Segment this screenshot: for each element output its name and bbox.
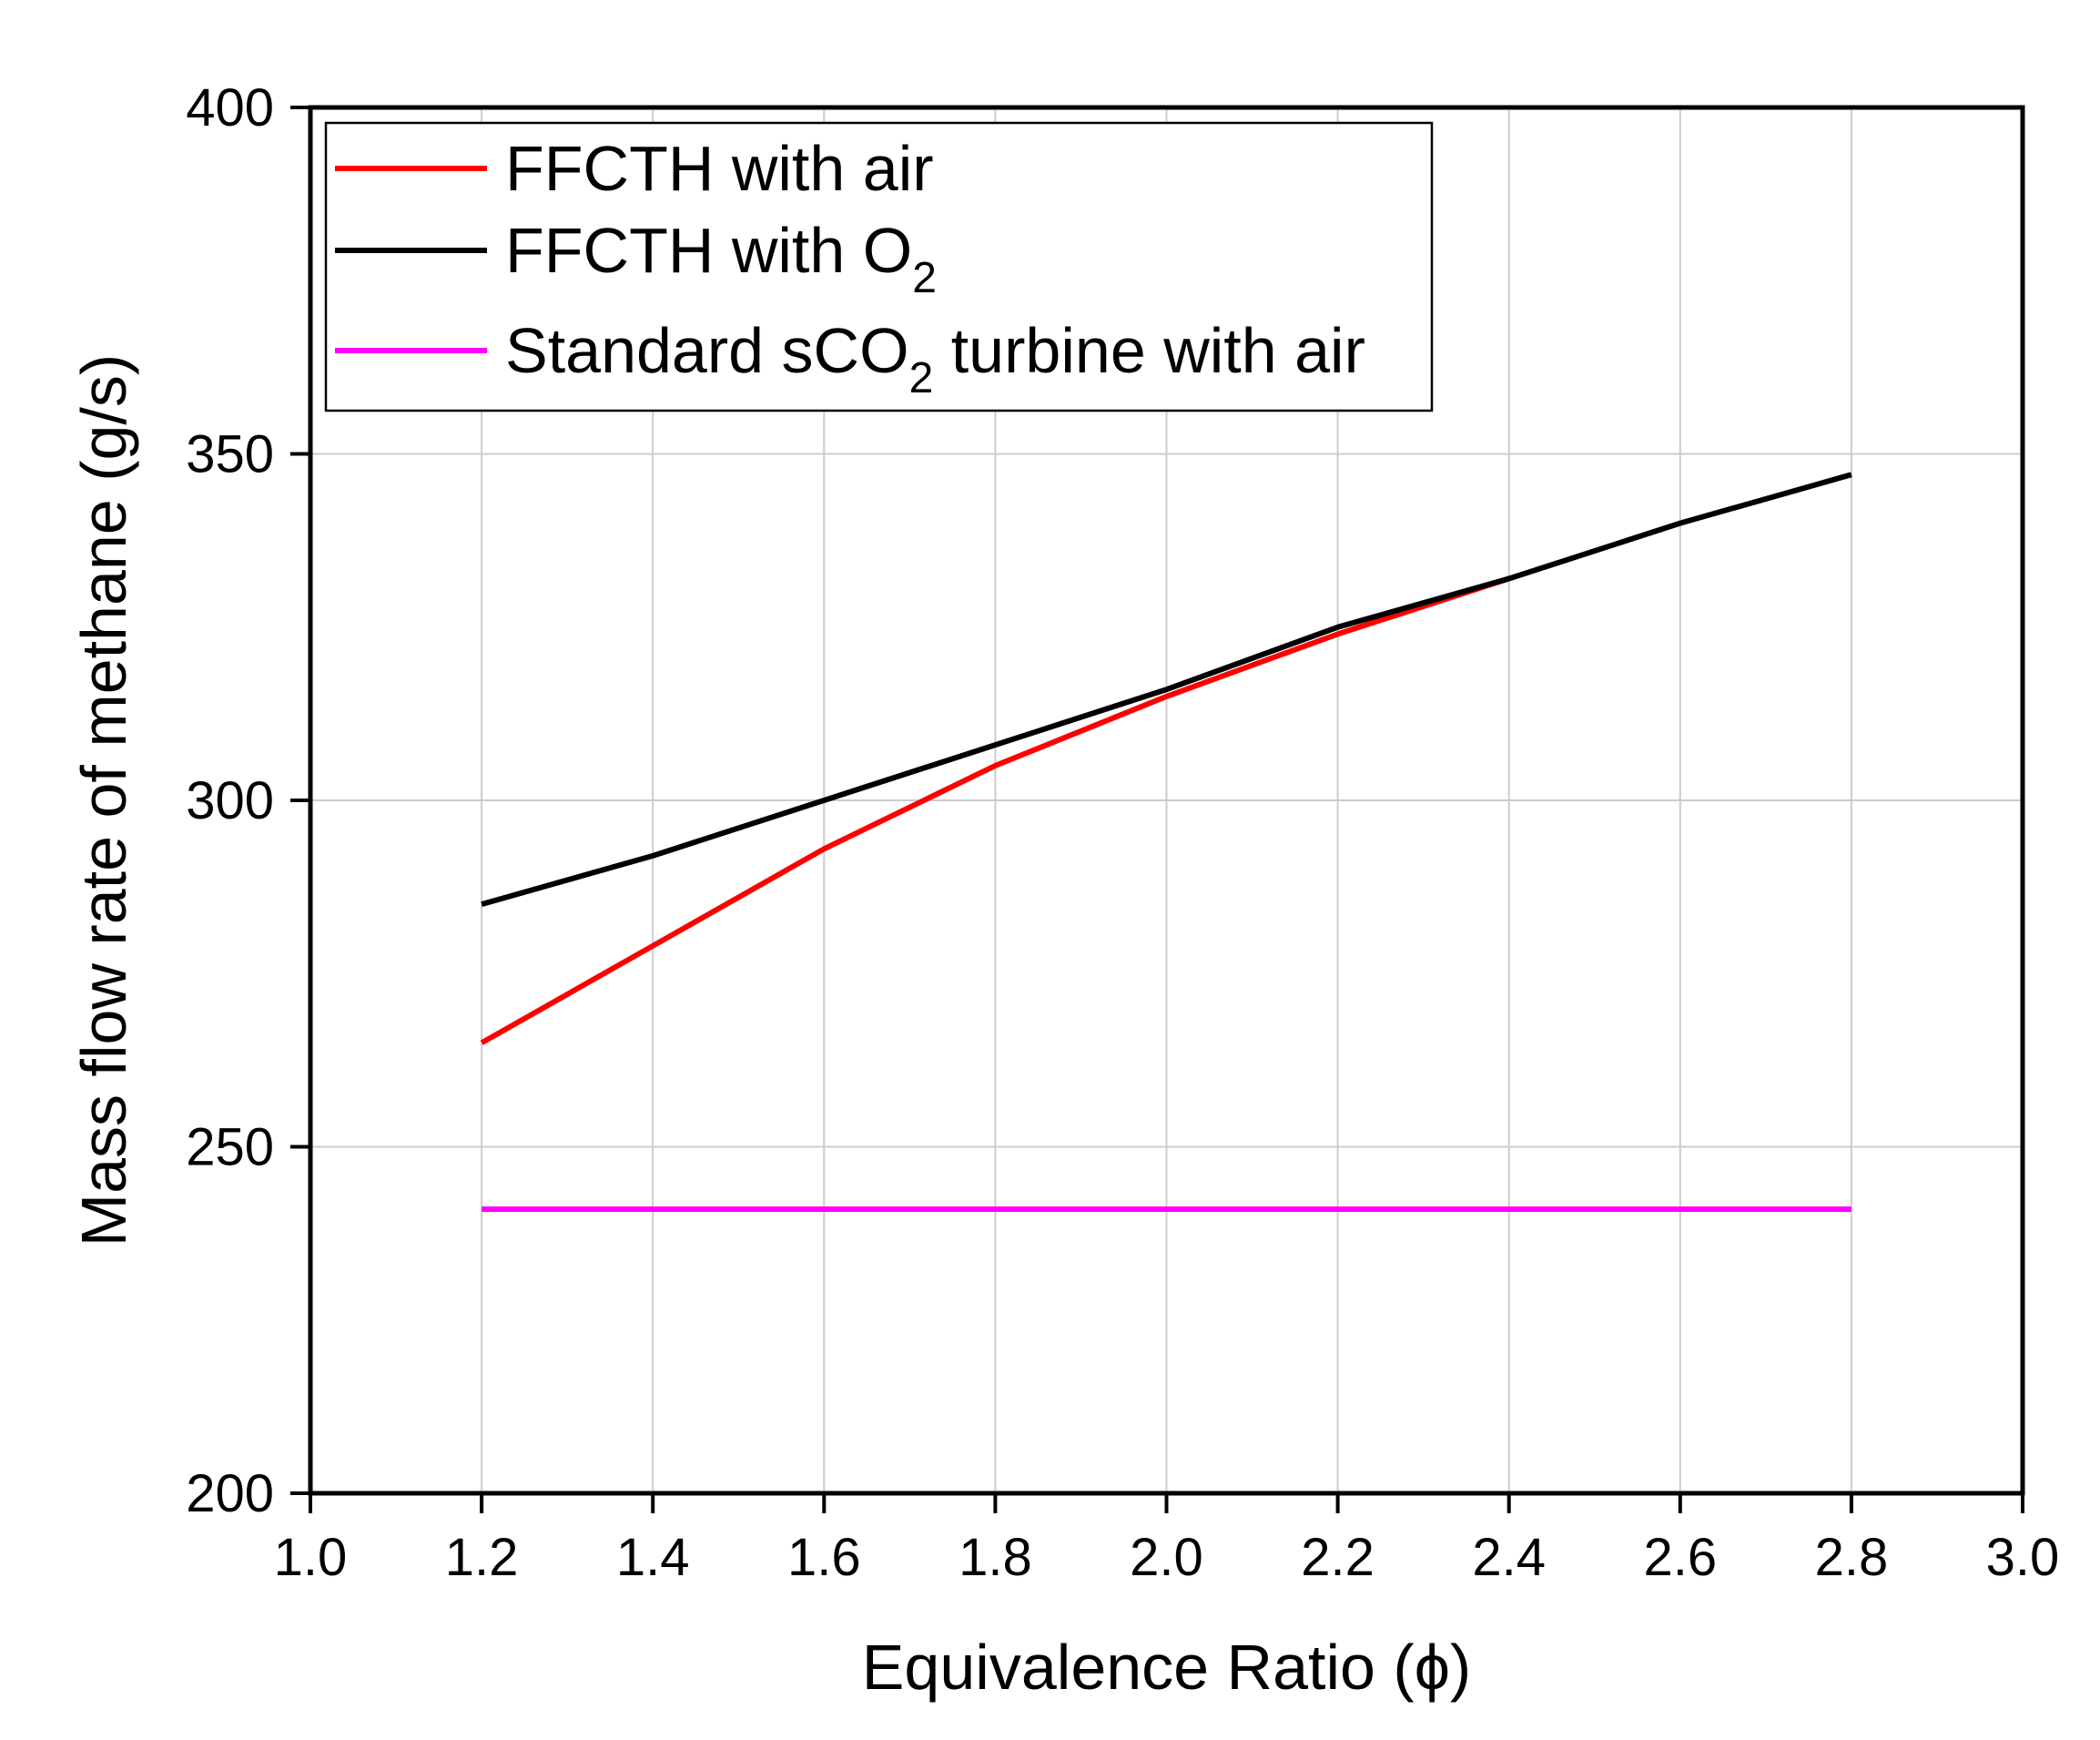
- x-axis-title: Equivalence Ratio (ϕ): [862, 1632, 1472, 1703]
- y-tick-label: 250: [186, 1118, 274, 1177]
- x-tick-label: 2.2: [1301, 1528, 1375, 1587]
- axis-ticks: 1.0 1.2 1.4 1.6 1.8 2.0 2.2 2.4 2.6 2.8 3.0 200 250 3…: [186, 78, 2059, 1587]
- series-line-2: [481, 472, 1852, 907]
- x-tick-label: 2.4: [1472, 1528, 1546, 1587]
- x-tick-label: 1.6: [787, 1528, 861, 1587]
- y-tick-label: 200: [186, 1464, 274, 1523]
- y-tick-label: 400: [186, 78, 274, 137]
- x-tick-label: 3.0: [1986, 1528, 2060, 1587]
- x-tick-label: 2.0: [1130, 1528, 1203, 1587]
- legend-box: [324, 121, 1434, 412]
- legend-label: Standard sCO2 turbine with air: [505, 315, 1365, 402]
- x-tick-label: 2.6: [1643, 1528, 1717, 1587]
- legend: FFCTH with air FFCTH with O2 Standard sCO2…: [324, 121, 1434, 412]
- x-tick-label: 2.8: [1815, 1528, 1889, 1587]
- y-tick-label: 300: [186, 771, 274, 830]
- x-tick-label: 1.2: [445, 1528, 519, 1587]
- x-tick-label: 1.4: [616, 1528, 690, 1587]
- x-tick-label: 1.0: [274, 1528, 348, 1587]
- y-tick-label: 350: [186, 425, 274, 484]
- series-lines: [480, 472, 1852, 1212]
- series-line-1: [480, 575, 1510, 1045]
- x-tick-label: 1.8: [959, 1528, 1032, 1587]
- y-axis-title: Mass flow rate of methane (g/s): [68, 354, 139, 1246]
- legend-label: FFCTH with air: [505, 133, 934, 204]
- legend-label: FFCTH with O2: [505, 215, 937, 302]
